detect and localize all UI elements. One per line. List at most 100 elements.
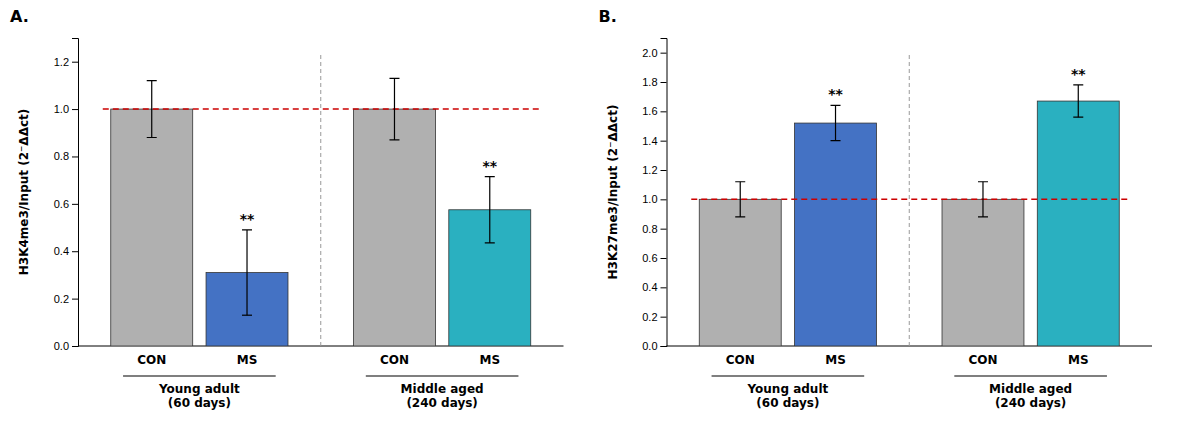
y-tick: 0.2 xyxy=(642,311,666,323)
y-tick-mark xyxy=(72,156,78,157)
group-bracket xyxy=(712,375,865,376)
panel-title: B. xyxy=(599,7,617,26)
y-tick: 1.0 xyxy=(642,193,666,205)
error-bar xyxy=(147,81,157,138)
y-tick-label: 0.8 xyxy=(54,150,69,162)
group-label: Middle aged(240 days) xyxy=(989,382,1072,410)
y-axis-title: H3K27me3/Input (2⁻ΔΔct) xyxy=(606,105,620,280)
error-bar-cap xyxy=(242,315,252,316)
bar xyxy=(111,109,193,346)
y-tick-mark xyxy=(72,62,78,63)
error-bar-cap xyxy=(978,216,988,217)
x-tick-label: MS xyxy=(237,353,258,367)
bar xyxy=(699,199,781,346)
y-tick: 2.0 xyxy=(642,47,666,59)
error-bar-cap xyxy=(389,139,399,140)
y-tick-label: 0.0 xyxy=(54,340,69,352)
y-tick-mark xyxy=(661,82,667,83)
error-bar xyxy=(978,182,988,217)
y-tick-mark xyxy=(661,170,667,171)
y-tick-label: 1.0 xyxy=(642,193,657,205)
error-bar-stem xyxy=(835,105,836,140)
error-bar-stem xyxy=(246,230,247,315)
bar xyxy=(795,123,877,346)
plot-marks xyxy=(103,53,539,346)
error-bar-cap xyxy=(485,242,495,243)
y-tick: 0.4 xyxy=(54,245,78,257)
y-tick-label: 0.8 xyxy=(642,223,657,235)
y-axis: 0.0 0.2 0.4 0.6 0.8 1.0 1.2 1.4 1.6 1.8 2.0 xyxy=(642,39,667,353)
error-bar-cap xyxy=(242,229,252,230)
y-tick-label: 1.8 xyxy=(642,76,657,88)
panel: 0.00.20.40.60.81.01.2****CONMSCONMSYoung… xyxy=(10,7,564,410)
y-tick: 1.6 xyxy=(642,105,666,117)
y-axis: 0.0 0.2 0.4 0.6 0.8 1.0 1.2 xyxy=(54,39,79,353)
error-bar xyxy=(1073,85,1083,117)
y-tick-label: 1.4 xyxy=(642,135,657,147)
y-tick-mark xyxy=(72,251,78,252)
error-bar-stem xyxy=(1078,85,1079,117)
x-tick-label: CON xyxy=(380,353,409,367)
y-tick: 1.0 xyxy=(54,103,78,115)
y-tick-label: 1.2 xyxy=(54,56,69,68)
y-tick: 0.6 xyxy=(642,252,666,264)
error-bar-cap xyxy=(831,105,841,106)
error-bar-cap xyxy=(485,176,495,177)
significance-marker: ** xyxy=(828,86,843,102)
reference-line xyxy=(691,199,1127,201)
y-axis-line xyxy=(72,39,79,347)
error-bar-cap xyxy=(147,137,157,138)
significance-marker: ** xyxy=(240,211,255,227)
group-divider xyxy=(909,53,910,346)
error-bar-stem xyxy=(489,177,490,243)
y-tick: 0.4 xyxy=(642,281,666,293)
y-tick: 0.0 xyxy=(54,340,78,352)
x-tick-label: MS xyxy=(1068,353,1089,367)
error-bar-stem xyxy=(740,182,741,217)
group-divider xyxy=(320,53,321,346)
reference-line xyxy=(103,108,539,110)
y-tick-mark xyxy=(72,109,78,110)
error-bar-cap xyxy=(1073,117,1083,118)
error-bar-stem xyxy=(151,81,152,138)
y-tick: 0.8 xyxy=(54,150,78,162)
group-label: Middle aged(240 days) xyxy=(401,382,484,410)
significance-marker: ** xyxy=(482,158,497,174)
error-bar-cap xyxy=(831,140,841,141)
y-tick-label: 2.0 xyxy=(642,47,657,59)
x-tick-label: CON xyxy=(137,353,166,367)
error-bar xyxy=(831,105,841,140)
error-bar-cap xyxy=(735,181,745,182)
y-tick-label: 0.0 xyxy=(642,340,657,352)
group-bracket xyxy=(954,375,1107,376)
error-bar xyxy=(242,230,252,315)
y-tick-mark xyxy=(661,287,667,288)
y-axis-title: H3K4me3/Input (2⁻ΔΔct) xyxy=(17,109,31,276)
chart-svg: 0.00.20.40.60.81.01.2****CONMSCONMSYoung… xyxy=(0,0,1177,432)
x-tick-label: MS xyxy=(479,353,500,367)
y-tick: 0.2 xyxy=(54,293,78,305)
x-tick-label: MS xyxy=(825,353,846,367)
y-tick-label: 0.2 xyxy=(642,311,657,323)
y-tick-label: 0.4 xyxy=(642,281,657,293)
error-bar-cap xyxy=(978,181,988,182)
group-bracket xyxy=(366,375,519,376)
y-tick: 1.2 xyxy=(54,56,78,68)
bar xyxy=(942,199,1024,346)
y-tick: 1.2 xyxy=(642,164,666,176)
x-tick-label: CON xyxy=(726,353,755,367)
y-tick-mark xyxy=(72,346,78,347)
y-tick: 1.4 xyxy=(642,135,666,147)
y-tick-label: 1.6 xyxy=(642,105,657,117)
error-bar-cap xyxy=(389,78,399,79)
bar xyxy=(1037,101,1119,346)
y-tick: 0.6 xyxy=(54,198,78,210)
y-tick-label: 1.2 xyxy=(642,164,657,176)
error-bar-cap xyxy=(147,80,157,81)
error-bar-stem xyxy=(982,182,983,217)
error-bar-cap xyxy=(1073,84,1083,85)
y-tick-label: 0.2 xyxy=(54,293,69,305)
group-bracket xyxy=(123,375,276,376)
y-tick-label: 0.6 xyxy=(642,252,657,264)
error-bar xyxy=(389,78,399,140)
